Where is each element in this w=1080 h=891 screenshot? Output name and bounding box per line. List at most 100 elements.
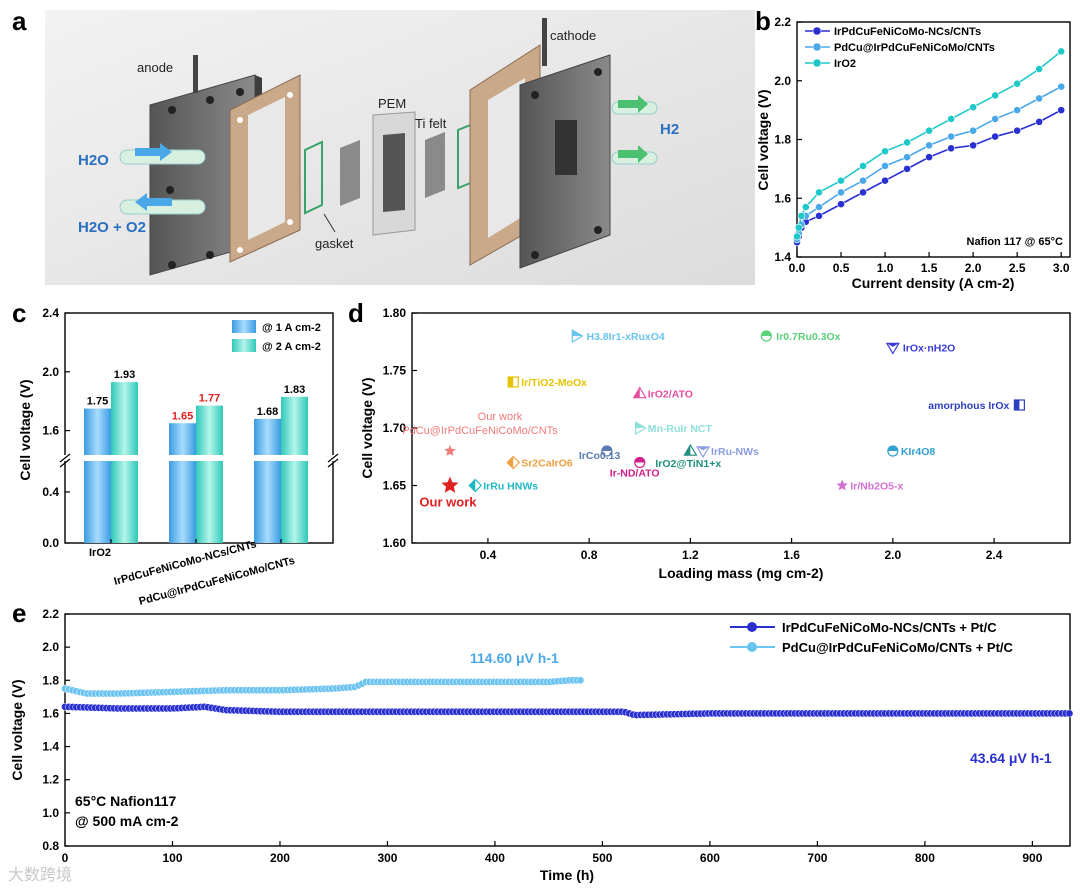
- legend-c-swatch-1: [232, 320, 256, 333]
- b-point: [925, 126, 933, 135]
- watermark: 大数跨境: [8, 865, 72, 884]
- c-bar-label: 1.77: [199, 393, 220, 405]
- plot-e-rate-light: 114.60 μV h-1: [470, 650, 559, 666]
- plot-b-ylabel: Cell voltage (V): [755, 89, 771, 190]
- b-point: [859, 162, 867, 170]
- cathode-outlet-tube-2: [611, 145, 658, 165]
- d-point-label: IrO2@TiN1+x: [655, 458, 721, 470]
- d-marker-diamond-fill: [469, 479, 476, 492]
- h2o-o2-label: H2O + O2: [78, 219, 146, 236]
- c-bar-label: 1.93: [114, 369, 135, 381]
- panel-a-label: a: [12, 6, 27, 36]
- d-ytick-label: 1.60: [383, 536, 407, 550]
- d-xtick-label: 1.2: [682, 548, 699, 562]
- cathode-plate: [519, 18, 611, 269]
- c-category-label: IrO2: [89, 547, 111, 559]
- c-break-mark: [59, 458, 71, 468]
- b-point: [801, 203, 810, 211]
- anode-outlet-tube: [119, 193, 206, 215]
- d-marker-triangle-fill: [635, 422, 646, 428]
- b-point: [969, 141, 978, 150]
- b-point: [991, 91, 1000, 100]
- e-xtick-label: 800: [915, 851, 935, 865]
- plot-e-ylabel: Cell voltage (V): [9, 679, 25, 780]
- anode-frame: [229, 74, 301, 263]
- c-bar-label: 1.75: [87, 396, 108, 408]
- panel-e-label: e: [12, 598, 26, 628]
- e-ytick-label: 2.0: [42, 640, 59, 654]
- h2-label: H2: [660, 121, 679, 138]
- plot-e-annotation-2: @ 500 mA cm-2: [75, 813, 179, 829]
- c-axis-break: [61, 455, 337, 461]
- legend-c-1: @ 1 A cm-2: [262, 322, 321, 334]
- d-marker-triangle-fill: [633, 387, 640, 398]
- ti-felt-label: Ti felt: [415, 116, 447, 131]
- legend-e-2: PdCu@IrPdCuFeNiCoMo/CNTs + Pt/C: [782, 640, 1014, 655]
- e-ytick-label: 1.2: [42, 773, 59, 787]
- c-bar-label: 1.68: [257, 406, 278, 418]
- d-point-label: Ir-ND/ATO: [610, 468, 660, 480]
- d-point-label: Sr2CaIrO6: [521, 458, 573, 470]
- b-ytick-label: 1.6: [774, 191, 791, 205]
- b-point: [859, 188, 867, 197]
- plot-c-ylabel: Cell voltage (V): [17, 379, 33, 480]
- legend-b-2: PdCu@IrPdCuFeNiCoMo/CNTs: [834, 42, 995, 54]
- d-point-label: IrRu-NWs: [711, 446, 759, 458]
- e-xtick-label: 100: [162, 851, 182, 865]
- d-marker-star: [444, 445, 456, 456]
- b-series-line-2: [796, 85, 1062, 240]
- b-point: [1057, 82, 1066, 91]
- panel-b: b 0.0 0.5 1.0 1.5 2.0 2.5 3.0 1.4 1.6 1.8 2.0 2.2 C…: [755, 6, 1071, 291]
- b-point: [969, 103, 978, 112]
- e-xtick-label: 300: [377, 851, 397, 865]
- plot-b-legend: IrPdCuFeNiCoMo-NCs/CNTs PdCu@IrPdCuFeNiC…: [805, 26, 995, 70]
- d-marker-triangle-fill: [572, 330, 583, 336]
- b-point: [1057, 47, 1066, 56]
- plot-c-legend: @ 1 A cm-2 @ 2 A cm-2: [232, 320, 321, 353]
- d-marker-triangle-fill: [697, 446, 710, 451]
- e-ytick-label: 2.2: [42, 607, 59, 621]
- d-marker-diamond-fill: [507, 456, 514, 469]
- pem-membrane: [372, 111, 416, 236]
- b-point: [947, 115, 956, 123]
- d-point-label-note: Our work: [478, 411, 523, 423]
- b-ytick-label: 1.4: [774, 250, 791, 264]
- c-bar: [254, 418, 281, 543]
- b-point: [1057, 106, 1066, 115]
- d-xtick-label: 1.6: [783, 548, 800, 562]
- plot-e-rate-dark: 43.64 μV h-1: [970, 750, 1052, 766]
- e-xtick-label: 400: [485, 851, 505, 865]
- d-marker-square-fill: [1014, 400, 1020, 410]
- gasket-label: gasket: [315, 236, 354, 251]
- d-marker-triangle-fill: [886, 343, 899, 347]
- b-point: [1035, 94, 1044, 103]
- b-ytick-label: 2.2: [774, 15, 791, 29]
- anode-inlet-tube: [119, 143, 206, 165]
- d-marker-square-fill: [508, 377, 514, 387]
- d-marker-triangle-fill: [684, 445, 691, 456]
- e-ytick-label: 0.8: [42, 839, 59, 853]
- d-point-label: Ir0.7Ru0.3Ox: [776, 331, 840, 343]
- panel-c: c 1.6 2.0 2.4 0.0 0.4 1.75 1.93 1.65 1.77 1.68 1.8…: [12, 298, 339, 608]
- e-ytick-label: 1.8: [42, 673, 59, 687]
- b-xtick-label: 0.0: [789, 261, 806, 275]
- b-point: [947, 144, 956, 153]
- d-marker-circle-fill: [887, 446, 898, 451]
- d-ytick-label: 1.65: [383, 479, 407, 493]
- c-ytick-label: 2.4: [42, 306, 59, 320]
- d-xtick-label: 2.0: [885, 548, 902, 562]
- e-xtick-label: 500: [592, 851, 612, 865]
- b-point: [815, 211, 823, 220]
- b-point: [969, 126, 978, 135]
- b-point: [1013, 106, 1022, 115]
- plot-e-annotation-1: 65°C Nafion117: [75, 793, 177, 809]
- b-xtick-label: 0.5: [833, 261, 850, 275]
- e-point: [576, 676, 585, 685]
- c-bar: [111, 382, 138, 543]
- cathode-outlet-tube-1: [611, 95, 658, 115]
- b-ytick-label: 2.0: [774, 74, 791, 88]
- e-xtick-label: 600: [700, 851, 720, 865]
- c-ytick-label: 1.6: [42, 424, 59, 438]
- e-point: [1065, 709, 1074, 718]
